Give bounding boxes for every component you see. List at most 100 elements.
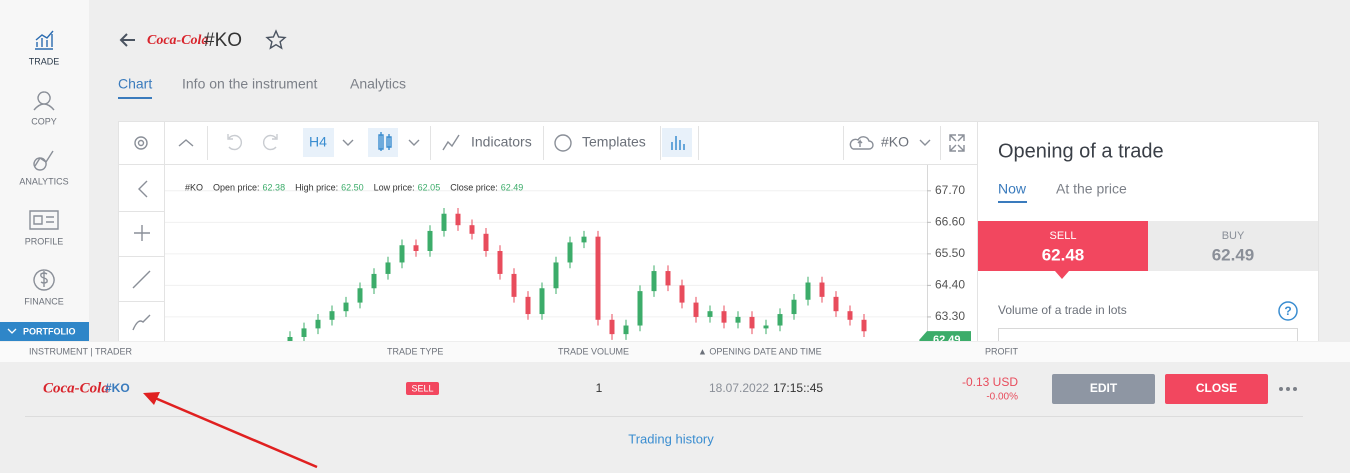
close-label[interactable]: CLOSE	[1196, 381, 1237, 395]
trade-panel: Opening of a trade Now At the price SELL…	[978, 140, 1318, 359]
sell-price[interactable]: 62.48	[1042, 245, 1085, 264]
nav-label[interactable]: COPY	[31, 116, 57, 126]
candle-body	[861, 319, 867, 332]
dot	[1286, 387, 1290, 391]
column-header[interactable]: INSTRUMENT | TRADER	[29, 346, 133, 356]
panel-title: Opening of a trade	[998, 140, 1164, 162]
last-price-tag	[919, 331, 971, 341]
info-label: Open price:	[213, 182, 260, 192]
instrument-symbol: #KO	[204, 30, 242, 51]
info-label: Close price:	[450, 182, 498, 192]
buy-button[interactable]	[1148, 221, 1318, 271]
trade-volume: 1	[596, 381, 603, 395]
settings-icon-core	[137, 139, 145, 147]
brush-tool[interactable]	[132, 314, 151, 331]
profile-icon[interactable]	[29, 210, 59, 230]
open-date: 18.07.2022	[709, 381, 769, 395]
nav-label[interactable]: FINANCE	[24, 296, 64, 306]
indicators-button[interactable]: Indicators	[471, 134, 532, 150]
indicators-icon[interactable]	[442, 134, 460, 151]
portfolio-tab[interactable]	[0, 322, 89, 341]
portfolio-label[interactable]: PORTFOLIO	[23, 326, 76, 336]
mode-tab[interactable]: At the price	[1056, 181, 1127, 197]
dot	[1279, 387, 1283, 391]
volume-label: Volume of a trade in lots	[998, 303, 1127, 317]
volume-input[interactable]	[998, 328, 1298, 359]
candle-body	[399, 245, 405, 263]
back-button[interactable]	[119, 33, 135, 47]
finance-icon[interactable]	[33, 269, 55, 291]
candle-body	[483, 233, 489, 251]
row-instrument[interactable]: #KO	[105, 381, 130, 395]
close-button[interactable]	[1165, 374, 1268, 404]
sell-pointer	[1055, 271, 1069, 279]
tab[interactable]: Info on the instrument	[182, 76, 318, 92]
candle-body	[329, 311, 335, 320]
candle-body	[581, 236, 587, 243]
nav-label[interactable]: TRADE	[29, 56, 60, 66]
crosshair-tool[interactable]	[134, 225, 150, 241]
tools-back[interactable]	[138, 180, 148, 198]
buy-price[interactable]: 62.49	[1212, 245, 1255, 264]
annotation-arrowhead	[143, 392, 160, 405]
candle-body	[511, 273, 517, 297]
column-header[interactable]: PROFIT	[985, 346, 1019, 356]
analytics-icon[interactable]	[33, 150, 54, 171]
y-tick-label: 66.60	[935, 215, 965, 229]
candle-body	[609, 319, 615, 335]
redo-button[interactable]	[262, 134, 278, 151]
help-label[interactable]: ?	[1284, 304, 1291, 318]
settings-icon[interactable]	[134, 136, 148, 150]
column-header[interactable]: TRADE VOLUME	[558, 346, 629, 356]
candle-body	[777, 314, 783, 326]
templates-button[interactable]: Templates	[582, 134, 646, 150]
candle-body	[735, 316, 741, 323]
nav-label[interactable]: PROFILE	[25, 236, 64, 246]
candle-body	[791, 299, 797, 315]
help-button[interactable]	[1278, 301, 1298, 321]
candle-body	[343, 302, 349, 312]
nav-label[interactable]: ANALYTICS	[19, 176, 68, 186]
collapse-button[interactable]	[178, 139, 194, 147]
timeframe-button[interactable]	[303, 128, 334, 157]
y-tick-label: 65.50	[935, 246, 965, 260]
symbol-button[interactable]: #KO	[881, 134, 909, 150]
copy-icon[interactable]	[33, 91, 55, 111]
sell-button[interactable]	[978, 221, 1148, 271]
info-value: 62.38	[263, 182, 286, 192]
candlestick-chart: 67.70 66.60 65.50 64.40 63.30 62.49 #KO Open pr…	[165, 165, 971, 341]
buy-label[interactable]: BUY	[1222, 230, 1245, 242]
sell-label[interactable]: SELL	[1050, 230, 1077, 242]
trading-history-link[interactable]: Trading history	[628, 431, 714, 446]
timeframe-label[interactable]: H4	[309, 134, 327, 150]
trade-icon[interactable]	[35, 30, 54, 50]
more-button[interactable]	[1279, 387, 1297, 391]
column-header[interactable]: ▲ OPENING DATE AND TIME	[698, 346, 822, 356]
dropdown[interactable]	[919, 139, 931, 146]
info-label: Low price:	[374, 182, 415, 192]
dropdown[interactable]	[342, 139, 354, 146]
candle-body	[525, 296, 531, 315]
candle-body	[441, 213, 447, 231]
candle-body	[371, 273, 377, 289]
edit-button[interactable]	[1052, 374, 1155, 404]
line-tool[interactable]	[132, 270, 151, 289]
tab[interactable]: Chart	[118, 76, 152, 92]
volume-icon	[671, 136, 685, 150]
profit: -0.13 USD	[962, 375, 1018, 389]
info-value: 62.05	[418, 182, 441, 192]
column-header[interactable]: TRADE TYPE	[387, 346, 443, 356]
fullscreen-button[interactable]	[949, 134, 965, 152]
edit-label[interactable]: EDIT	[1090, 381, 1118, 395]
mode-tab[interactable]: Now	[998, 181, 1027, 197]
row-logo: Coca-Cola	[43, 380, 109, 396]
candle-body	[805, 282, 811, 300]
tab[interactable]: Analytics	[350, 76, 406, 92]
dropdown[interactable]	[408, 139, 420, 146]
upload-icon[interactable]	[849, 136, 874, 150]
candle-body	[721, 311, 727, 323]
templates-icon[interactable]	[554, 134, 572, 152]
favorite-star[interactable]	[265, 29, 287, 50]
undo-button[interactable]	[227, 134, 243, 151]
volume-button[interactable]	[662, 128, 692, 157]
